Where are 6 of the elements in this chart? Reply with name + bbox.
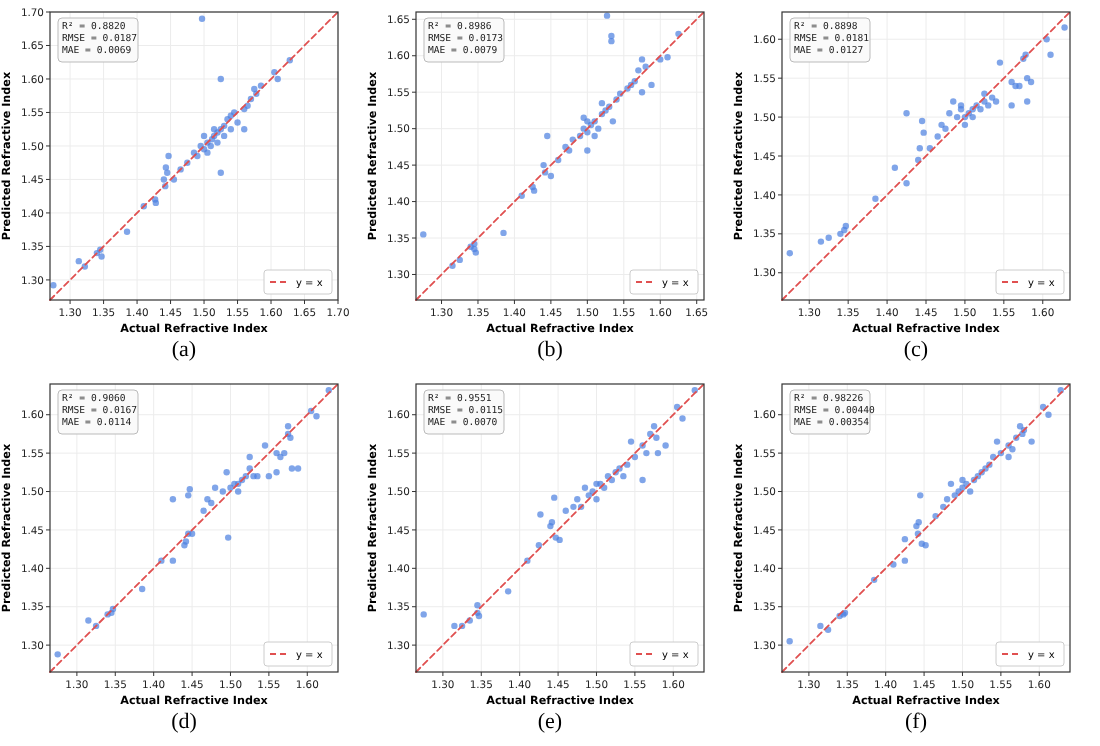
text: (f) (905, 710, 928, 734)
text: (e) (537, 710, 563, 734)
text: (a) (171, 338, 197, 362)
text: (c) (903, 338, 929, 362)
text: (b) (537, 338, 564, 362)
text: (d) (171, 710, 198, 734)
